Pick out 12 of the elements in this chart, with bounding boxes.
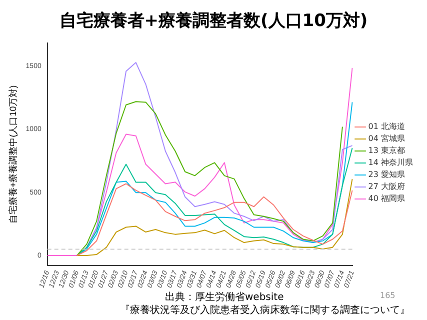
legend-label: 01 北海道: [368, 122, 406, 132]
legend-label: 13 東京都: [368, 146, 406, 156]
source-note: 出典：厚生労働省website: [165, 290, 284, 304]
legend-label: 23 愛知県: [368, 170, 406, 180]
y-axis-title: 自宅療養+療養調整中(人口10万対): [8, 85, 18, 224]
chart-title: 自宅療養者+療養調整者数(人口10万対): [58, 10, 369, 33]
legend-label: 27 大阪府: [368, 182, 406, 192]
text: 165: [380, 291, 396, 300]
text: 『療養状況等及び入院患者受入病床数等に関する調査について』: [120, 304, 410, 317]
legend-label: 14 神奈川県: [368, 158, 414, 168]
legend-label: 40 福岡県: [368, 194, 406, 204]
legend-label: 04 宮城県: [368, 134, 406, 144]
